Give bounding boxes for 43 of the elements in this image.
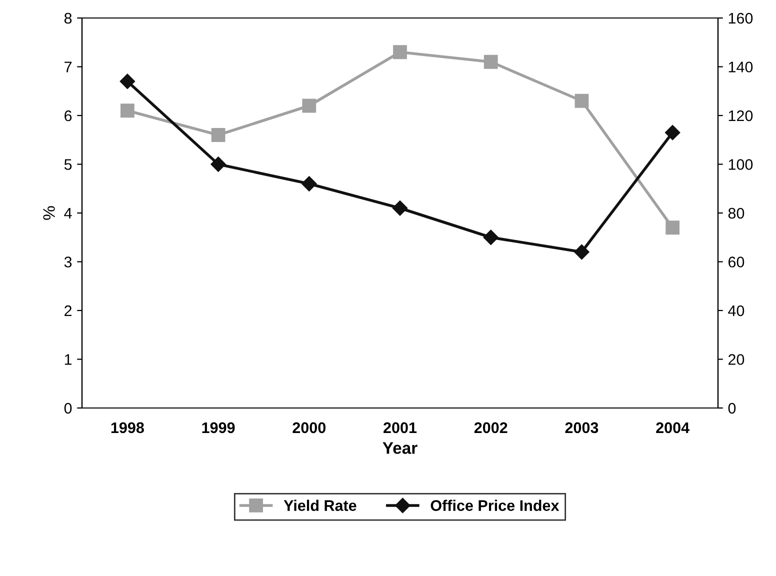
point bbox=[484, 54, 498, 69]
y2-tick-label: 20 bbox=[728, 354, 744, 365]
point bbox=[302, 176, 317, 192]
x-tick-label: 1999 bbox=[202, 422, 235, 434]
y-axis-title: % bbox=[43, 206, 55, 220]
point bbox=[302, 98, 316, 113]
legend-label: Office Price Index bbox=[430, 500, 560, 511]
y-tick-label: 8 bbox=[64, 12, 72, 24]
point bbox=[483, 230, 498, 245]
y2-tick-label: 120 bbox=[728, 110, 753, 122]
y-tick-label: 1 bbox=[64, 354, 72, 365]
x-tick-label: 2000 bbox=[292, 422, 326, 434]
point bbox=[210, 156, 226, 172]
y2-tick-label: 0 bbox=[728, 402, 736, 414]
y2-tick-label: 140 bbox=[728, 62, 753, 72]
y-tick-label: 0 bbox=[64, 402, 72, 414]
point bbox=[666, 220, 680, 235]
y2-tick-label: 100 bbox=[728, 159, 753, 170]
point bbox=[574, 244, 590, 260]
x-tick-label: 2002 bbox=[474, 422, 508, 434]
y2-tick-label: 80 bbox=[728, 208, 744, 219]
y-tick-label: 7 bbox=[64, 62, 72, 72]
point bbox=[665, 124, 680, 140]
y2-tick-label: 160 bbox=[728, 12, 753, 24]
x-axis-title: Year bbox=[382, 442, 418, 454]
legend-label: Yield Rate bbox=[284, 500, 356, 511]
point bbox=[393, 45, 407, 60]
point bbox=[574, 94, 589, 108]
point bbox=[211, 128, 226, 142]
y2-tick-label: 60 bbox=[728, 256, 744, 268]
point bbox=[120, 104, 134, 118]
y-tick-label: 5 bbox=[64, 159, 72, 170]
x-tick-label: 2004 bbox=[656, 422, 690, 434]
point bbox=[392, 200, 408, 216]
point bbox=[120, 74, 135, 89]
x-tick-label: 2003 bbox=[565, 422, 598, 434]
y2-tick-label: 40 bbox=[728, 305, 744, 316]
x-tick-label: 1998 bbox=[111, 422, 144, 434]
y-tick-label: 2 bbox=[64, 305, 72, 316]
y-tick-label: 6 bbox=[64, 110, 72, 122]
y-tick-label: 4 bbox=[64, 208, 72, 219]
x-tick-label: 2001 bbox=[384, 422, 417, 434]
y-tick-label: 3 bbox=[64, 256, 72, 268]
